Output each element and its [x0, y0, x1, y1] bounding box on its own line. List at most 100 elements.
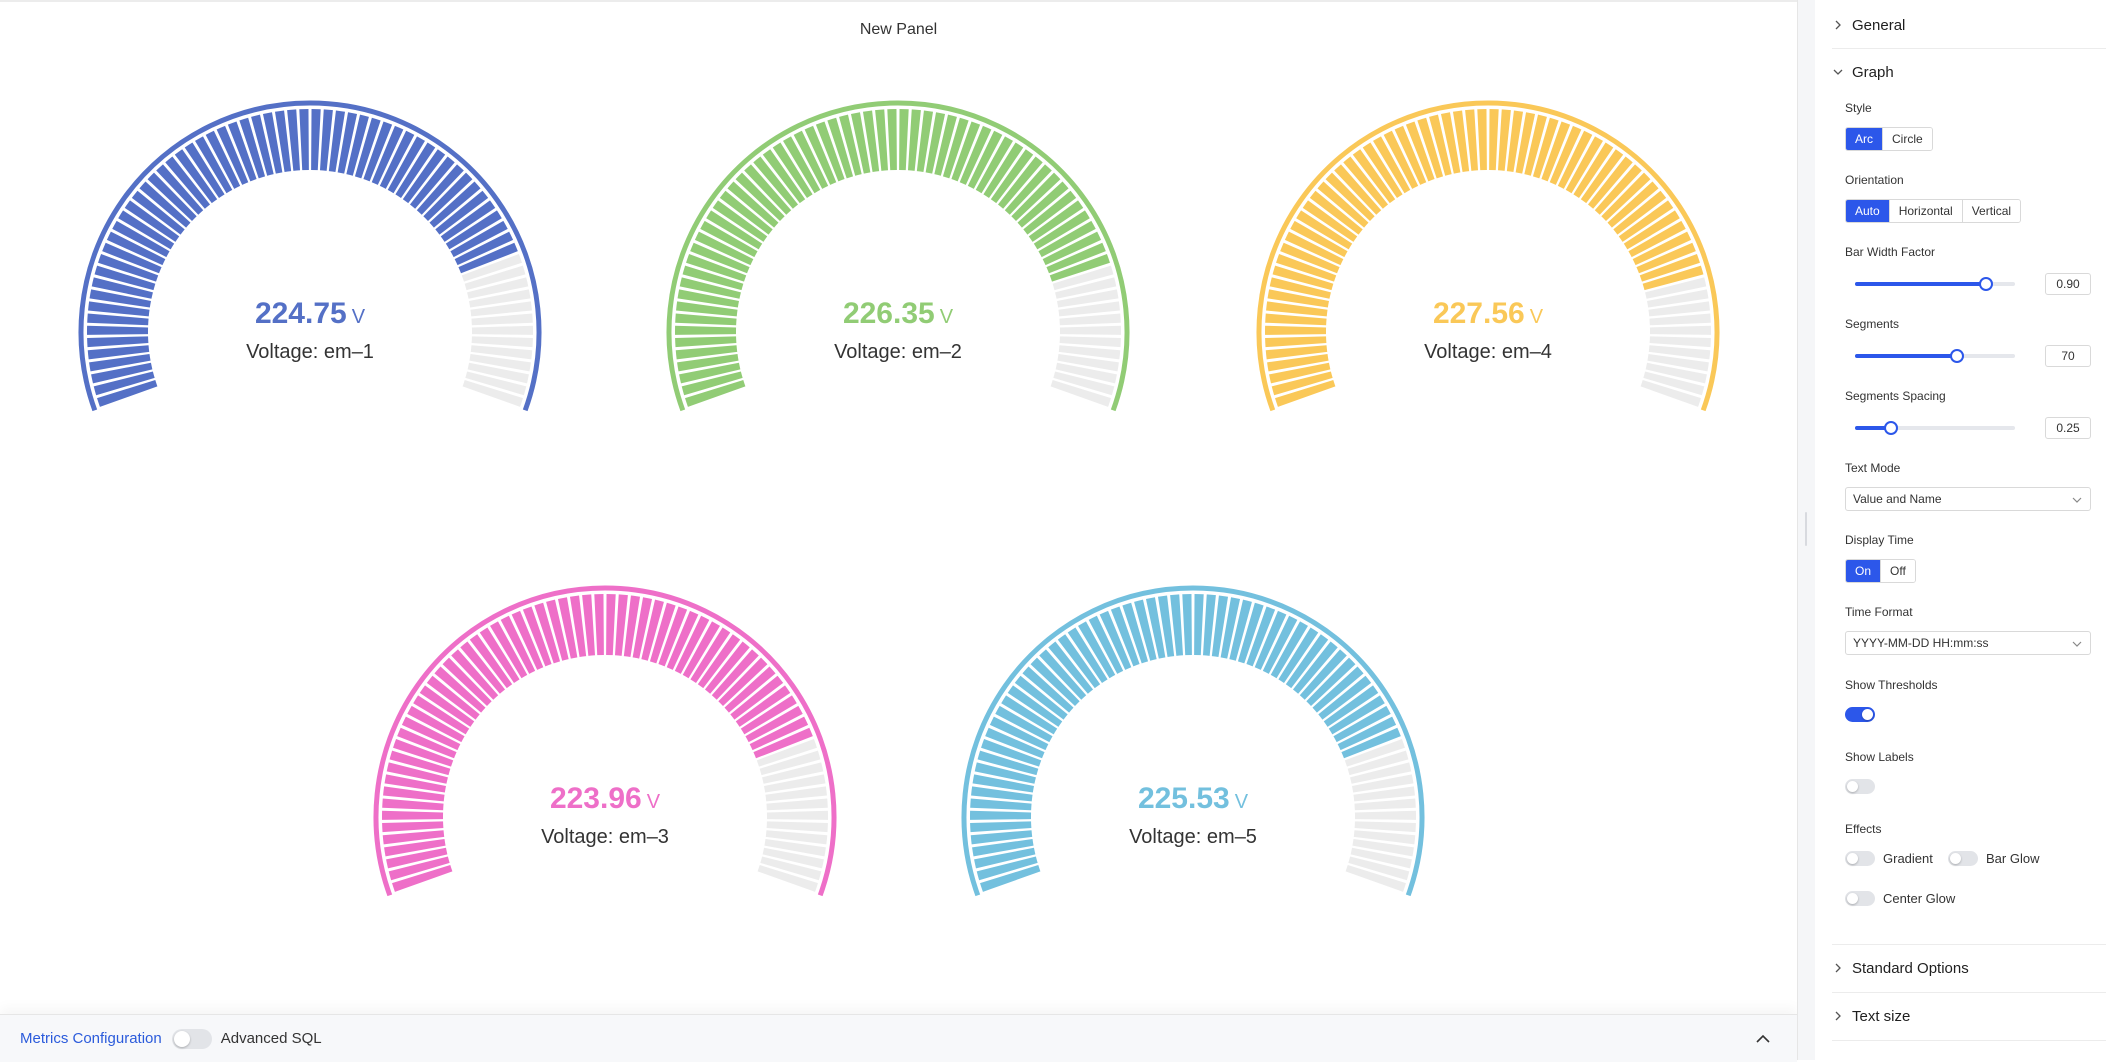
- gauge-bar-segment-empty: [467, 362, 529, 384]
- orientation-selector: Auto Horizontal Vertical: [1845, 199, 2022, 223]
- style-option-arc[interactable]: Arc: [1846, 128, 1882, 150]
- gauge-bar-segment-filled: [975, 136, 1013, 194]
- orientation-option-vertical[interactable]: Vertical: [1961, 200, 2021, 222]
- gauge-bar-segment-filled: [454, 231, 514, 266]
- gauge-bar-segment-filled: [479, 627, 520, 683]
- gauge-bar-segment-filled: [346, 114, 369, 176]
- gauge-bar-segment-empty: [765, 786, 827, 802]
- gauge-bar-segment-empty: [471, 336, 533, 348]
- resize-grip[interactable]: [1805, 512, 1807, 546]
- gauge-bar-segment-empty: [1648, 301, 1710, 317]
- bar-glow-switch[interactable]: [1948, 851, 1978, 866]
- segments-slider[interactable]: [1855, 348, 2015, 364]
- gauge-bar-segment-filled: [131, 190, 185, 235]
- gauge-chart: 224.75 V Voltage: em–1 226.35 V Voltage: em–2…: [78, 100, 1720, 897]
- options-panel: General Graph Style Arc Circle Orientati…: [1815, 0, 2114, 1060]
- gauge-name: Voltage: em–1: [246, 341, 374, 363]
- gauge-bar-segment-filled: [1333, 705, 1391, 743]
- gauge-bar-segment-empty: [1059, 325, 1121, 335]
- gradient-switch[interactable]: [1845, 851, 1875, 866]
- show-thresholds-label: Show Thresholds: [1845, 678, 1938, 692]
- section-general[interactable]: General: [1832, 15, 2106, 35]
- show-labels-switch[interactable]: [1845, 779, 1875, 794]
- gauge-bar-segment-filled: [274, 110, 292, 173]
- chevron-up-icon[interactable]: [1753, 1029, 1773, 1049]
- gauge-bar-segment-filled: [1265, 336, 1327, 348]
- gauge-bar-segment-filled: [1318, 675, 1372, 720]
- gauge-bar-segment-filled: [727, 181, 779, 228]
- slider-thumb[interactable]: [1949, 349, 1964, 363]
- gauge-bar-segment-empty: [1640, 380, 1701, 407]
- gauge-bar-segment-filled: [371, 125, 404, 185]
- gauge-bar-segment-filled: [106, 231, 166, 266]
- gauge-bar-segment-filled: [500, 615, 536, 674]
- center-glow-switch[interactable]: [1845, 891, 1875, 906]
- gauge-bar-segment-filled: [401, 716, 461, 751]
- orientation-option-auto[interactable]: Auto: [1846, 200, 1889, 222]
- gauge-bar-segment-filled: [1145, 597, 1166, 659]
- gauge-bar-segment-filled: [985, 727, 1045, 759]
- gauge-bar-segment-empty: [1059, 336, 1121, 348]
- panel-resize-handle[interactable]: [1797, 0, 1815, 1060]
- time-format-select[interactable]: YYYY-MM-DD HH:mm:ss: [1845, 631, 2091, 655]
- gauge-bar-segment-filled: [1642, 265, 1704, 291]
- gauge-bar-segment-empty: [469, 289, 531, 308]
- gauge-bar-segment-filled: [87, 336, 149, 348]
- time-format-label: Time Format: [1845, 605, 1913, 619]
- segments-spacing-input[interactable]: 0.25: [2045, 417, 2091, 439]
- orientation-option-horizontal[interactable]: Horizontal: [1888, 200, 1962, 222]
- gauge-bar-segment-filled: [1373, 136, 1411, 194]
- gauge-bar-segment-filled: [91, 277, 153, 299]
- section-text-size[interactable]: Text size: [1832, 1006, 2106, 1026]
- section-standard-options[interactable]: Standard Options: [1832, 958, 2106, 978]
- bar-width-factor-slider[interactable]: [1855, 276, 2015, 292]
- display-time-option-on[interactable]: On: [1846, 560, 1881, 582]
- gauge-bar-segment-filled: [416, 164, 464, 215]
- gauge-bar-segment-filled: [1046, 242, 1106, 274]
- gauge-bar-segment-empty: [471, 325, 534, 335]
- slider-thumb[interactable]: [1884, 421, 1899, 435]
- text-mode-select[interactable]: Value and Name: [1845, 487, 2091, 511]
- style-label: Style: [1845, 101, 1872, 115]
- gauge-bar-segment-empty: [1647, 354, 1709, 372]
- gauge-bar-segment-filled: [407, 705, 465, 743]
- gauge-bar-segment-filled: [1057, 634, 1101, 689]
- style-option-circle[interactable]: Circle: [1882, 128, 1932, 150]
- gauge-bar-segment-filled: [397, 727, 457, 759]
- advanced-sql-switch[interactable]: [171, 1028, 212, 1049]
- gauge-bar-segment-filled: [389, 750, 451, 776]
- gauge-bar-segment-filled: [216, 125, 249, 185]
- gauge-bar-segment-filled: [675, 345, 738, 360]
- gauge-bar-segment-filled: [970, 830, 1033, 845]
- gauge-bar-segment-filled: [392, 865, 453, 892]
- segments-spacing-slider[interactable]: [1855, 420, 2015, 436]
- gauge-1: 224.75 V Voltage: em–1: [78, 100, 542, 412]
- gauge-bar-segment-filled: [745, 705, 803, 743]
- text-mode-label: Text Mode: [1845, 461, 1901, 475]
- gauge-bar-segment-filled: [623, 595, 641, 658]
- segments-input[interactable]: 70: [2045, 345, 2091, 367]
- gauge-bar-segment-empty: [764, 839, 826, 857]
- gauge-bar-segment-filled: [440, 200, 496, 242]
- metrics-configuration-link[interactable]: Metrics Configuration: [20, 1030, 162, 1047]
- show-thresholds-switch[interactable]: [1845, 707, 1875, 722]
- advanced-sql-label: Advanced SQL: [220, 1030, 322, 1047]
- section-graph[interactable]: Graph: [1832, 62, 2106, 82]
- display-time-option-off[interactable]: Off: [1880, 560, 1915, 582]
- gauge-bar-segment-filled: [384, 839, 446, 857]
- gauge-bar-segment-filled: [804, 125, 837, 185]
- gauge-bar-segment-filled: [1296, 210, 1353, 250]
- segments-label: Segments: [1845, 317, 1900, 331]
- bar-width-factor-input[interactable]: 0.90: [2045, 273, 2091, 295]
- gauge-bar-segment-filled: [967, 130, 1003, 189]
- gauge-bar-segment-filled: [423, 172, 473, 222]
- gauge-bar-segment-filled: [1011, 172, 1061, 222]
- gauge-bar-segment-filled: [1022, 666, 1074, 713]
- gauge-bar-segment-filled: [682, 621, 720, 679]
- gauge-bar-segment-empty: [1353, 786, 1415, 802]
- slider-thumb[interactable]: [1978, 277, 1993, 291]
- metrics-bar: Metrics Configuration Advanced SQL: [0, 1014, 1797, 1062]
- gauge-bar-segment-empty: [1649, 336, 1711, 348]
- gauge-bar-segment-filled: [1110, 606, 1140, 667]
- gauge-bar-segment-filled: [1028, 200, 1084, 242]
